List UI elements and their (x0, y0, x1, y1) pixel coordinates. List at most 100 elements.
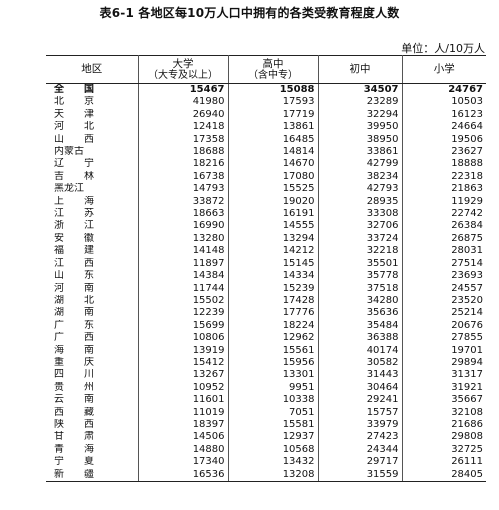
region-cell: 浙 江 (46, 220, 139, 233)
primary-cell: 32725 (451, 443, 483, 455)
primary-cell: 22742 (451, 208, 483, 220)
primary-cell: 20676 (451, 319, 483, 331)
primary-cell: 28405 (402, 468, 486, 482)
highschool-cell: 19020 (228, 195, 319, 209)
highschool-cell: 15145 (228, 257, 319, 271)
primary-cell: 28031 (451, 245, 483, 257)
table-row: 吉 林 16738 17080 38234 22318 (46, 170, 486, 184)
university-cell: 16738 (138, 170, 229, 184)
header-university-sub: （大专及以上） (148, 69, 218, 81)
header-university-main: 大学 (172, 57, 194, 70)
university-cell: 13280 (138, 232, 229, 246)
primary-cell: 31921 (451, 381, 483, 393)
primary-cell: 26384 (451, 220, 483, 232)
juniorhigh-cell: 32294 (318, 108, 403, 122)
highschool-cell: 17776 (228, 307, 319, 320)
table-row: 宁 夏 17340 13432 29717 26111 (46, 456, 486, 469)
table-row: 福 建 14148 14212 32218 28031 (46, 245, 486, 258)
table-row: 浙 江 16990 14555 32706 26384 (46, 220, 486, 233)
juniorhigh-cell: 33861 (318, 146, 403, 159)
university-cell: 13919 (138, 344, 229, 357)
region-cell: 河 北 (46, 121, 139, 134)
table-row: 内蒙古 18688 14814 33861 23627 (46, 146, 486, 159)
university-cell: 17340 (138, 456, 229, 469)
university-cell: 11601 (138, 394, 229, 407)
highschool-cell: 15561 (228, 344, 319, 357)
region-cell: 河 南 (46, 282, 139, 295)
university-cell: 10806 (138, 332, 229, 345)
region-cell: 新 疆 (46, 468, 139, 482)
university-cell: 11019 (138, 406, 229, 419)
highschool-cell: 14555 (228, 220, 319, 233)
juniorhigh-cell: 36388 (318, 332, 403, 345)
juniorhigh-cell: 35778 (318, 270, 403, 283)
highschool-cell: 13432 (228, 456, 319, 469)
juniorhigh-cell: 33724 (318, 232, 403, 246)
primary-cell: 18888 (451, 158, 483, 170)
university-cell: 12418 (138, 121, 229, 134)
region-cell: 天 津 (46, 108, 139, 122)
header-juniorhigh: 初中 (318, 55, 403, 84)
header-primary: 小学 (402, 55, 486, 84)
primary-cell: 16123 (451, 108, 483, 120)
region-cell: 广 东 (46, 319, 139, 333)
primary-cell: 24664 (451, 121, 483, 133)
table-title: 表6-1 各地区每10万人口中拥有的各类受教育程度人数 (99, 6, 400, 20)
university-cell: 15502 (138, 294, 229, 308)
juniorhigh-cell: 35636 (318, 307, 403, 320)
region-cell: 北 京 (46, 96, 139, 109)
region-cell: 福 建 (46, 245, 139, 258)
juniorhigh-cell: 23289 (318, 96, 403, 109)
highschool-cell: 13861 (228, 121, 319, 134)
primary-cell: 19506 (451, 133, 483, 145)
university-cell: 15412 (138, 356, 229, 370)
highschool-cell: 14334 (228, 270, 319, 283)
header-highschool: 高中 （含中专） (228, 55, 319, 84)
highschool-cell: 13208 (228, 468, 319, 482)
highschool-cell: 13301 (228, 369, 319, 382)
juniorhigh-cell: 28935 (318, 195, 403, 209)
highschool-cell: 10338 (228, 394, 319, 407)
header-region: 地区 (46, 55, 139, 84)
highschool-cell: 7051 (228, 406, 319, 419)
highschool-cell: 10568 (228, 443, 319, 457)
juniorhigh-cell: 39950 (318, 121, 403, 134)
table-row: 广 西 10806 12962 36388 27855 (46, 332, 486, 345)
juniorhigh-cell: 33979 (318, 418, 403, 432)
table-row: 甘 肃 14506 12937 27423 29808 (46, 431, 486, 444)
primary-cell: 31317 (451, 369, 483, 381)
table-row: 贵 州 10952 9951 30464 31921 (46, 381, 486, 395)
table-row: 黑龙江 14793 15525 42793 21863 (46, 183, 486, 196)
university-cell: 14148 (138, 245, 229, 258)
region-cell: 广 西 (46, 332, 139, 345)
region-cell: 湖 南 (46, 307, 139, 320)
university-cell: 16990 (138, 220, 229, 233)
university-cell: 14506 (138, 431, 229, 444)
table-row: 湖 南 12239 17776 35636 25214 (46, 307, 486, 320)
juniorhigh-cell: 35501 (318, 257, 403, 271)
juniorhigh-cell: 33308 (318, 208, 403, 221)
university-cell: 11897 (138, 257, 229, 271)
juniorhigh-cell: 38234 (318, 170, 403, 184)
university-cell: 14880 (138, 443, 229, 457)
primary-cell: 35667 (451, 394, 483, 406)
primary-cell: 27514 (451, 257, 483, 269)
university-cell: 15699 (138, 319, 229, 333)
university-cell: 26940 (138, 108, 229, 122)
juniorhigh-cell: 15757 (318, 406, 403, 419)
highschool-cell: 16191 (228, 208, 319, 221)
highschool-cell: 13294 (228, 232, 319, 246)
juniorhigh-cell: 34280 (318, 294, 403, 308)
university-cell: 13267 (138, 369, 229, 382)
primary-cell: 27855 (451, 332, 483, 344)
region-cell: 江 西 (46, 257, 139, 271)
university-cell: 41980 (138, 96, 229, 109)
primary-cell: 19701 (451, 344, 483, 356)
region-cell: 宁 夏 (46, 456, 139, 469)
unit-label: 单位：人/10万人 (401, 42, 485, 55)
highschool-cell: 17719 (228, 108, 319, 122)
region-cell: 甘 肃 (46, 431, 139, 444)
primary-cell: 22318 (451, 170, 483, 182)
table-row: 四 川 13267 13301 31443 31317 (46, 369, 486, 382)
table-row: 山 西 17358 16485 38950 19506 (46, 133, 486, 147)
